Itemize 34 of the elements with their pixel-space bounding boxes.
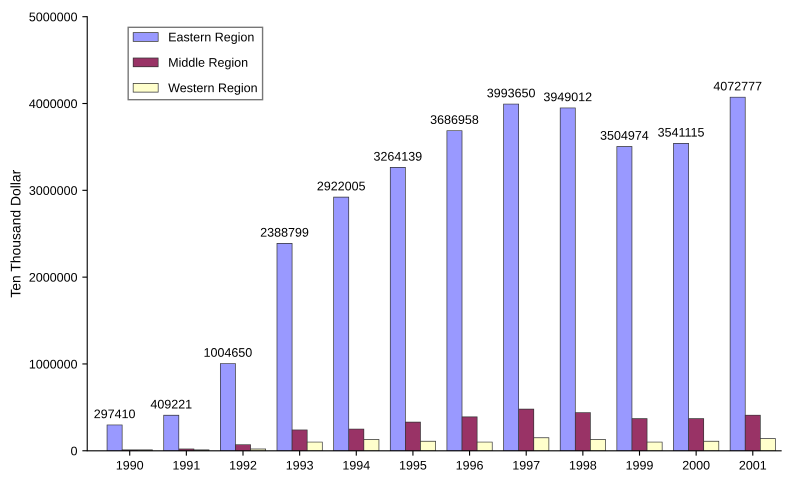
data-label: 3993650 [487, 88, 535, 98]
data-label: 3264139 [374, 152, 422, 161]
x-tick-label: 1995 [400, 460, 426, 470]
data-label: 1004650 [204, 348, 252, 357]
y-tick-label: 2000000 [29, 272, 78, 282]
x-tick-label: 1996 [456, 460, 483, 470]
x-tick-label: 2001 [740, 460, 766, 470]
y-tick-label: 3000000 [29, 186, 78, 195]
x-tick-label: 2000 [682, 460, 710, 470]
y-tick-label: 5000000 [29, 12, 78, 22]
x-tick-label: 1998 [570, 460, 596, 470]
y-axis-title: Ten Thousand Dollar [10, 170, 21, 298]
data-label: 2388799 [260, 228, 308, 237]
data-label: 4072777 [714, 82, 762, 91]
legend-label: Eastern Region [169, 32, 254, 44]
data-label: 2922005 [317, 182, 365, 190]
data-label: 409221 [150, 400, 192, 409]
data-label: 297410 [94, 409, 135, 418]
data-label: 3541115 [658, 128, 704, 137]
data-label: 3949012 [544, 92, 592, 102]
x-tick-label: 1991 [173, 460, 200, 470]
data-label: 3686958 [430, 115, 478, 124]
x-tick-label: 1993 [286, 460, 313, 470]
y-tick-label: 4000000 [29, 99, 78, 108]
y-tick-label: 1000000 [30, 360, 78, 369]
data-label: 3504974 [600, 130, 648, 140]
x-tick-label: 1997 [513, 460, 540, 470]
x-tick-label: 1999 [626, 460, 653, 470]
legend-label: Middle Region [169, 58, 248, 70]
x-tick-label: 1992 [230, 460, 256, 470]
y-tick-label: 0 [71, 446, 78, 456]
x-tick-label: 1994 [343, 460, 370, 470]
x-tick-label: 1990 [116, 460, 144, 470]
legend-label: Western Region [168, 83, 257, 95]
